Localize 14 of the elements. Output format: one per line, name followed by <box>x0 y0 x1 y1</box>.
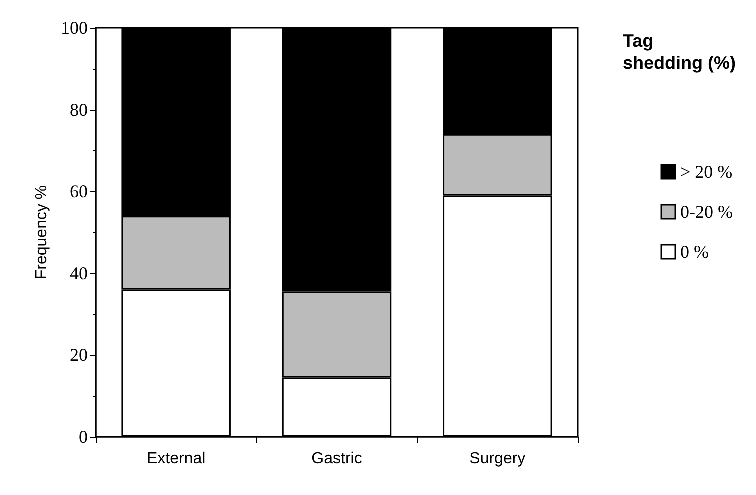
y-tick-label: 80 <box>70 100 88 120</box>
y-tick-label: 40 <box>70 263 88 284</box>
legend-label: > 20 % <box>680 162 733 182</box>
legend-title: Tag shedding (%) <box>623 31 736 73</box>
y-tick-label: 60 <box>70 182 88 202</box>
legend-label: 0 % <box>680 242 710 262</box>
x-tick-label: Surgery <box>470 450 526 468</box>
x-tick-label: External <box>146 450 206 468</box>
y-tick-label: 20 <box>70 345 88 366</box>
y-tick-label: 0 <box>79 427 88 447</box>
y-axis-title: Frequency % <box>34 185 51 280</box>
legend-label: 0-20 % <box>680 202 734 222</box>
x-tick-label: Gastric <box>312 450 362 468</box>
y-tick-label: 100 <box>61 18 88 38</box>
